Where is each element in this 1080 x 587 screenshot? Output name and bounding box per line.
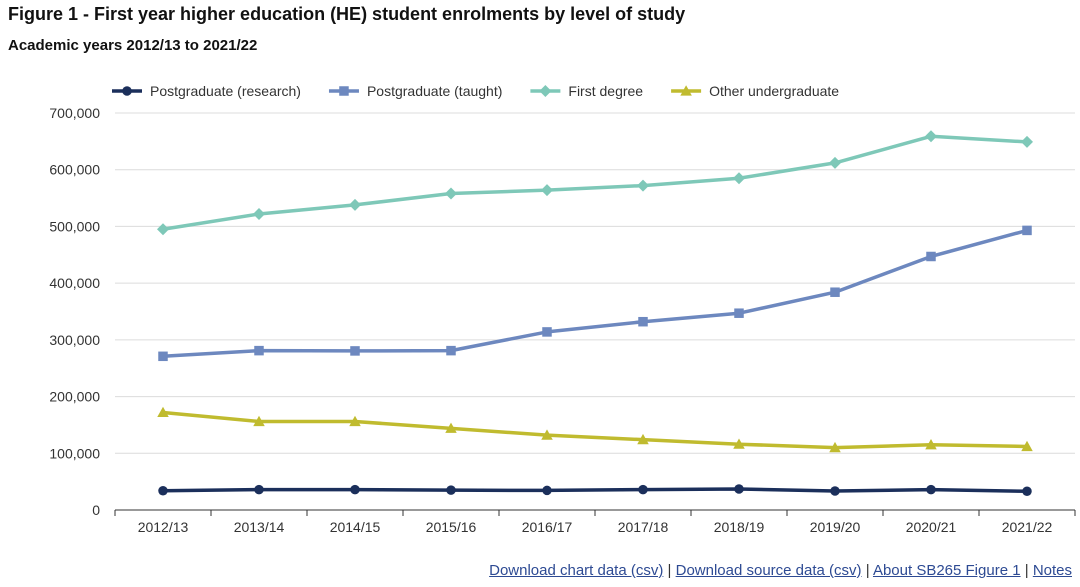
legend-marker — [122, 86, 132, 96]
data-point — [157, 406, 169, 418]
legend-marker — [680, 85, 692, 96]
legend-item: First degree — [530, 83, 643, 99]
data-point — [733, 438, 745, 449]
data-point — [158, 351, 168, 362]
footer-links: Download chart data (csv) | Download sou… — [489, 562, 1072, 579]
x-axis: 2012/13 2013/14 2014/15 2015/16 2016/17 2017/… — [114, 510, 1076, 535]
legend-item: Postgraduate (taught) — [328, 83, 502, 99]
series-line — [161, 134, 1029, 232]
data-point — [254, 484, 264, 495]
series-postgraduate-taught — [158, 225, 1032, 362]
download-source-data-link[interactable]: Download source data (csv) — [675, 562, 862, 579]
grid-lines — [115, 112, 1075, 511]
legend-marker — [539, 85, 552, 97]
data-point — [253, 415, 265, 427]
data-point — [542, 485, 552, 496]
data-point — [445, 187, 457, 200]
data-point — [350, 346, 360, 356]
x-tick-label: 2015/16 — [426, 519, 477, 535]
series-group — [157, 130, 1033, 497]
x-tick-label: 2013/14 — [234, 519, 285, 535]
data-point — [829, 156, 841, 169]
data-point — [446, 345, 456, 356]
data-point — [830, 287, 840, 297]
series-line — [161, 410, 1029, 450]
x-tick-label: 2020/21 — [906, 519, 957, 535]
data-point — [541, 184, 553, 197]
data-point — [926, 484, 936, 495]
data-point — [1022, 225, 1032, 236]
legend-label: First degree — [568, 83, 643, 99]
data-point — [445, 422, 457, 433]
legend-label: Postgraduate (research) — [150, 83, 301, 99]
legend-item: Postgraduate (research) — [112, 83, 301, 99]
y-tick-label: 200,000 — [49, 389, 100, 405]
x-tick-label: 2021/22 — [1002, 519, 1053, 535]
data-point — [638, 484, 648, 495]
data-point — [350, 484, 360, 495]
download-chart-data-link[interactable]: Download chart data (csv) — [489, 562, 664, 579]
data-point — [925, 130, 937, 143]
data-point — [541, 429, 553, 440]
y-tick-label: 700,000 — [49, 105, 100, 121]
x-tick-label: 2018/19 — [714, 519, 765, 535]
x-tick-label: 2012/13 — [138, 519, 189, 535]
data-point — [638, 316, 648, 327]
data-point — [446, 485, 456, 495]
data-point — [637, 433, 649, 445]
chart-legend: Postgraduate (research) Postgraduate (tau… — [112, 83, 839, 99]
y-tick-label: 100,000 — [49, 445, 100, 461]
y-tick-label: 300,000 — [49, 332, 100, 348]
data-point — [1021, 440, 1033, 452]
link-separator: | — [865, 562, 870, 579]
data-point — [1021, 135, 1033, 148]
data-point — [253, 207, 265, 220]
x-tick-label: 2019/20 — [810, 519, 861, 535]
x-tick-label: 2016/17 — [522, 519, 573, 535]
line-chart: Postgraduate (research) Postgraduate (tau… — [49, 83, 1076, 535]
data-point — [542, 327, 552, 337]
data-point — [734, 484, 744, 494]
y-tick-label: 400,000 — [49, 275, 100, 291]
x-tick-label: 2014/15 — [330, 519, 381, 535]
data-point — [1022, 486, 1032, 497]
data-point — [926, 251, 936, 262]
data-point — [829, 441, 841, 453]
data-point — [349, 198, 361, 211]
data-point — [830, 486, 840, 496]
data-point — [349, 415, 361, 427]
series-other-undergraduate — [157, 406, 1033, 453]
link-separator: | — [667, 562, 672, 579]
series-line — [161, 228, 1029, 359]
y-axis: 0 100,000 200,000 300,000 400,000 500,000 600,… — [49, 105, 100, 518]
data-point — [734, 308, 744, 318]
series-first-degree — [157, 130, 1033, 236]
data-point — [637, 179, 649, 192]
chart-title: Figure 1 - First year higher education (… — [8, 4, 686, 24]
y-tick-label: 600,000 — [49, 162, 100, 178]
legend-label: Postgraduate (taught) — [367, 83, 502, 99]
series-line — [161, 487, 1029, 494]
data-point — [925, 439, 937, 450]
data-point — [158, 485, 168, 496]
series-postgraduate-research — [158, 484, 1032, 497]
data-point — [157, 223, 169, 236]
x-tick-label: 2017/18 — [618, 519, 669, 535]
notes-link[interactable]: Notes — [1032, 562, 1072, 579]
y-tick-label: 500,000 — [49, 218, 100, 234]
legend-marker — [339, 86, 349, 96]
chart-subtitle: Academic years 2012/13 to 2021/22 — [8, 37, 258, 54]
legend-label: Other undergraduate — [709, 83, 839, 99]
data-point — [733, 172, 745, 185]
legend-item: Other undergraduate — [671, 83, 839, 99]
about-figure-link[interactable]: About SB265 Figure 1 — [872, 562, 1021, 579]
link-separator: | — [1024, 562, 1029, 579]
y-tick-label: 0 — [92, 502, 100, 518]
data-point — [254, 345, 264, 356]
